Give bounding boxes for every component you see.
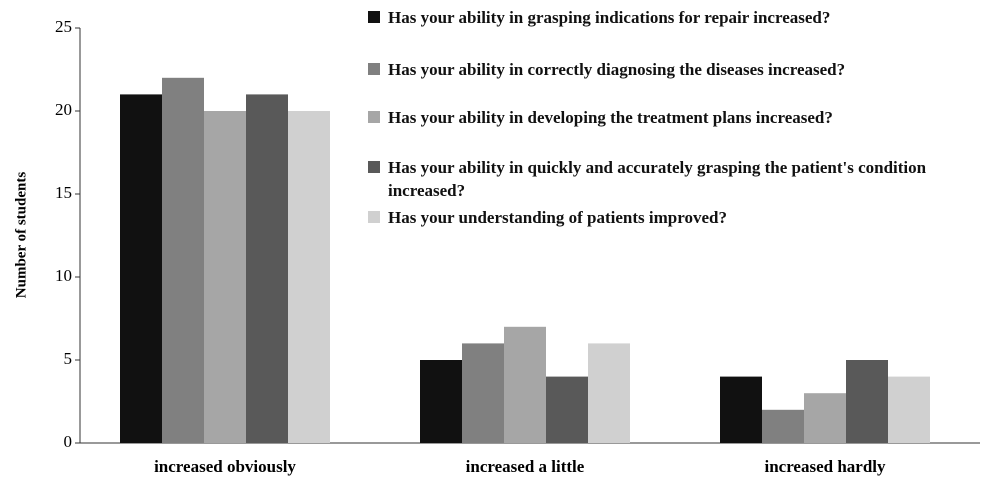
bar (720, 376, 762, 443)
legend-item: Has your ability in quickly and accurate… (368, 156, 983, 202)
y-tick-label: 0 (64, 432, 73, 451)
y-axis-label: Number of students (13, 172, 29, 299)
bar (462, 343, 504, 443)
y-tick-label: 25 (55, 17, 72, 36)
legend-label: Has your ability in grasping indications… (388, 8, 831, 27)
legend-item: Has your ability in developing the treat… (368, 106, 983, 129)
legend-swatch (368, 211, 380, 223)
bar (588, 343, 630, 443)
bar (888, 376, 930, 443)
legend-item: Has your ability in grasping indications… (368, 6, 983, 29)
bar (204, 111, 246, 443)
y-tick-label: 20 (55, 100, 72, 119)
legend-label: Has your ability in developing the treat… (388, 108, 833, 127)
bar (246, 94, 288, 444)
bar (120, 94, 162, 444)
y-tick-label: 5 (64, 349, 73, 368)
y-tick-label: 10 (55, 266, 72, 285)
legend-item: Has your understanding of patients impro… (368, 206, 983, 229)
bar (762, 409, 804, 443)
y-tick-label: 15 (55, 183, 72, 202)
x-tick-label: increased hardly (764, 457, 886, 476)
legend-label: Has your ability in quickly and accurate… (388, 158, 927, 200)
bar (804, 393, 846, 443)
bar (162, 77, 204, 444)
bar (846, 360, 888, 443)
legend-label: Has your ability in correctly diagnosing… (388, 60, 846, 79)
bar (546, 376, 588, 443)
x-tick-label: increased obviously (154, 457, 296, 476)
bar (288, 111, 330, 443)
legend-swatch (368, 161, 380, 173)
x-tick-label: increased a little (466, 457, 585, 476)
bar (420, 360, 462, 443)
legend-item: Has your ability in correctly diagnosing… (368, 58, 983, 81)
legend-label: Has your understanding of patients impro… (388, 208, 727, 227)
bar (504, 326, 546, 443)
legend-swatch (368, 111, 380, 123)
legend-swatch (368, 11, 380, 23)
legend-swatch (368, 63, 380, 75)
